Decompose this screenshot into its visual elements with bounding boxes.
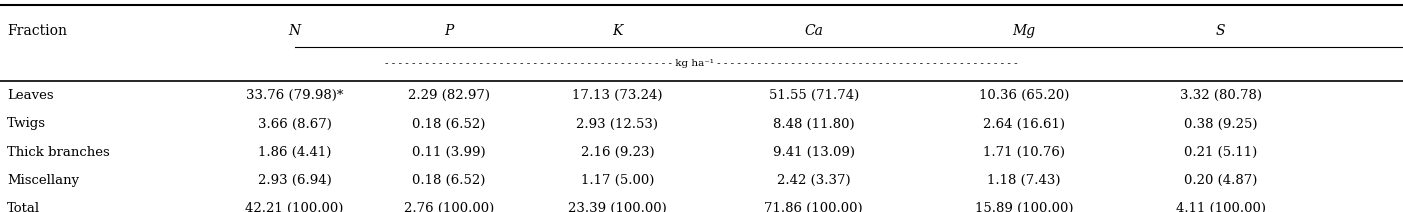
Text: Mg: Mg [1013, 24, 1035, 38]
Text: 8.48 (11.80): 8.48 (11.80) [773, 117, 854, 131]
Text: N: N [289, 24, 300, 38]
Text: Miscellany: Miscellany [7, 174, 79, 187]
Text: 0.21 (5.11): 0.21 (5.11) [1184, 146, 1257, 159]
Text: Thick branches: Thick branches [7, 146, 109, 159]
Text: Total: Total [7, 202, 41, 212]
Text: 0.20 (4.87): 0.20 (4.87) [1184, 174, 1257, 187]
Text: 1.86 (4.41): 1.86 (4.41) [258, 146, 331, 159]
Text: 4.11 (100.00): 4.11 (100.00) [1176, 202, 1266, 212]
Text: 0.11 (3.99): 0.11 (3.99) [412, 146, 485, 159]
Text: Fraction: Fraction [7, 24, 67, 38]
Text: Twigs: Twigs [7, 117, 46, 131]
Text: S: S [1216, 24, 1225, 38]
Text: 1.17 (5.00): 1.17 (5.00) [581, 174, 654, 187]
Text: 1.71 (10.76): 1.71 (10.76) [984, 146, 1065, 159]
Text: 2.42 (3.37): 2.42 (3.37) [777, 174, 850, 187]
Text: 2.16 (9.23): 2.16 (9.23) [581, 146, 654, 159]
Text: 0.18 (6.52): 0.18 (6.52) [412, 117, 485, 131]
Text: 3.66 (8.67): 3.66 (8.67) [258, 117, 331, 131]
Text: 2.64 (16.61): 2.64 (16.61) [984, 117, 1065, 131]
Text: 71.86 (100.00): 71.86 (100.00) [765, 202, 863, 212]
Text: 3.32 (80.78): 3.32 (80.78) [1180, 89, 1261, 102]
Text: 2.93 (12.53): 2.93 (12.53) [577, 117, 658, 131]
Text: 9.41 (13.09): 9.41 (13.09) [773, 146, 854, 159]
Text: 10.36 (65.20): 10.36 (65.20) [979, 89, 1069, 102]
Text: 1.18 (7.43): 1.18 (7.43) [988, 174, 1061, 187]
Text: 2.76 (100.00): 2.76 (100.00) [404, 202, 494, 212]
Text: 15.89 (100.00): 15.89 (100.00) [975, 202, 1073, 212]
Text: 17.13 (73.24): 17.13 (73.24) [572, 89, 662, 102]
Text: Ca: Ca [804, 24, 824, 38]
Text: 0.38 (9.25): 0.38 (9.25) [1184, 117, 1257, 131]
Text: Leaves: Leaves [7, 89, 53, 102]
Text: K: K [612, 24, 623, 38]
Text: P: P [445, 24, 453, 38]
Text: 0.18 (6.52): 0.18 (6.52) [412, 174, 485, 187]
Text: 51.55 (71.74): 51.55 (71.74) [769, 89, 859, 102]
Text: 42.21 (100.00): 42.21 (100.00) [246, 202, 344, 212]
Text: 2.93 (6.94): 2.93 (6.94) [258, 174, 331, 187]
Text: 23.39 (100.00): 23.39 (100.00) [568, 202, 666, 212]
Text: 33.76 (79.98)*: 33.76 (79.98)* [246, 89, 344, 102]
Text: 2.29 (82.97): 2.29 (82.97) [408, 89, 490, 102]
Text: - - - - - - - - - - - - - - - - - - - - - - - - - - - - - - - - - - - - - - - - : - - - - - - - - - - - - - - - - - - - - … [386, 59, 1017, 68]
